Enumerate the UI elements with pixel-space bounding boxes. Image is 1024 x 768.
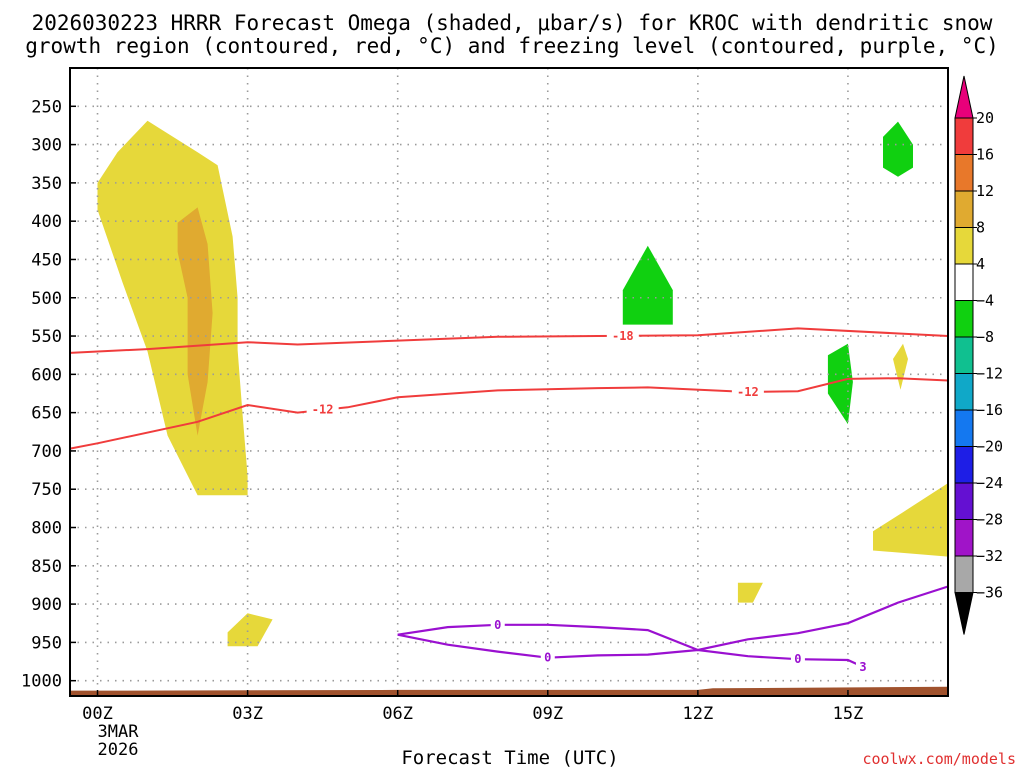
colorbar-segment-8 [954,373,974,411]
dgz-lower-label-1-bg [306,401,339,418]
y-tick-label-13: 900 [31,595,62,615]
y-tick-label-5: 500 [31,289,62,309]
y-tick-label-14: 950 [31,633,62,653]
terrain-fill [70,686,948,696]
y-tick-label-15: 1000 [21,672,62,692]
omega-region-4 [827,343,853,425]
freezing-label-2: 0 [544,651,551,665]
colorbar-segment-12 [954,519,974,557]
y-tick-label-12: 850 [31,557,62,577]
contour-lines: -18 -12 -12 0 0 0 3 [69,327,949,675]
credit-text: coolwx.com/models [862,750,1016,768]
colorbar-label-2: 12 [976,182,994,200]
colorbar-label-13: −36 [976,584,1003,602]
y-tick-label-7: 600 [31,365,62,385]
colorbar-segment-9 [954,409,974,447]
x-tick-label-3: 09Z [532,704,563,724]
colorbar-label-7: −12 [976,365,1003,383]
date-label-day: 3MAR [98,722,140,742]
dgz-upper-contour [69,327,949,354]
y-tick-label-0: 250 [31,97,62,117]
dgz-lower-label-1: -12 [312,403,334,417]
x-axis-title: Forecast Time (UTC) [401,747,618,768]
colorbar-label-4: 4 [976,255,985,273]
colorbar-bottom-arrow [954,592,974,635]
x-tick-label-4: 12Z [682,704,713,724]
plot-frame [69,67,949,697]
dgz-upper-label-bg [606,328,639,345]
omega-region-6 [873,483,948,557]
y-tick-label-4: 450 [31,250,62,270]
colorbar-segment-13 [954,555,974,593]
freezing-label-1-bg [490,616,505,633]
colorbar-segment-10 [954,446,974,484]
y-tick-label-6: 550 [31,327,62,347]
y-tick-label-10: 750 [31,480,62,500]
y-tick-label-2: 350 [31,174,62,194]
colorbar-label-0: 20 [976,109,994,127]
colorbar-segment-7 [954,336,974,374]
freezing-upper-contour [397,585,949,652]
omega-region-0 [97,120,248,496]
freezing-label-1: 0 [494,618,501,632]
freezing-label-2-bg [540,649,555,666]
omega-region-8 [737,582,763,603]
omega-region-5 [893,343,908,390]
chart-title-line-2: growth region (contoured, red, °C) and f… [25,34,999,58]
freezing-lower-contour [397,633,864,668]
x-tick-label-1: 03Z [232,704,263,724]
colorbar-label-9: −20 [976,438,1003,456]
colorbar-label-6: −8 [976,328,994,346]
colorbar-segment-3 [954,190,974,228]
colorbar-label-3: 8 [976,219,985,237]
colorbar-label-8: −16 [976,401,1003,419]
colorbar-label-11: −28 [976,511,1003,529]
dgz-upper-label: -18 [612,329,634,343]
colorbar-segment-5 [954,263,974,301]
dgz-lower-label-2: -12 [737,385,759,399]
omega-region-3 [883,121,913,177]
y-tick-label-3: 400 [31,212,62,232]
colorbar-top-arrow [954,75,974,119]
y-tick-label-9: 700 [31,442,62,462]
dgz-lower-contour [69,377,949,450]
colorbar-segment-1 [954,117,974,155]
colorbar-label-12: −32 [976,547,1003,565]
omega-region-7 [227,613,273,647]
plot-area [70,120,948,696]
axes: 2503003504004505005506006507007508008509… [21,97,863,724]
colorbar-segment-6 [954,300,974,338]
omega-region-2 [622,245,673,325]
colorbar: 20 16 12 8 4 −4 −8 −12 −16 −20 −24 −28 −32 −36 [954,75,1003,635]
dgz-lower-label-2-bg [731,383,764,400]
freezing-label-3-bg [790,651,805,668]
colorbar-segment-11 [954,482,974,520]
colorbar-segment-4 [954,227,974,265]
freezing-label-4: 3 [859,660,866,674]
y-tick-label-8: 650 [31,404,62,424]
x-tick-label-2: 06Z [382,704,413,724]
colorbar-segment-2 [954,154,974,192]
x-tick-label-5: 15Z [833,704,864,724]
colorbar-label-1: 16 [976,146,994,164]
freezing-label-3: 0 [794,652,801,666]
colorbar-label-10: −24 [976,474,1003,492]
date-label-year: 2026 [98,740,139,760]
freezing-label-4-bg [855,658,870,675]
omega-region-1 [177,207,213,436]
colorbar-label-5: −4 [976,292,994,310]
x-tick-label-0: 00Z [82,704,113,724]
chart-title-line-1: 2026030223 HRRR Forecast Omega (shaded, … [32,11,993,35]
y-tick-label-11: 800 [31,519,62,539]
y-tick-label-1: 300 [31,136,62,156]
